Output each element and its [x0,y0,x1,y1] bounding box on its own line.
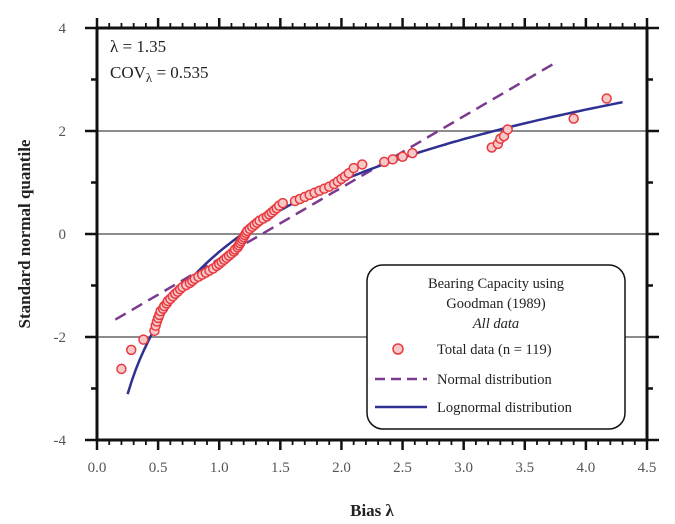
data-point [568,113,579,124]
data-point [601,93,612,104]
data-points [116,93,612,375]
x-tick-label: 3.0 [454,460,473,476]
axis-ticks [85,18,659,450]
data-point [116,363,127,375]
mean-annotation: λ = 1.35 [110,37,166,56]
x-tick-label: 2.0 [332,460,351,476]
data-point [387,154,399,165]
legend-title-1: Bearing Capacity using [428,276,564,292]
x-tick-label: 0.0 [88,460,107,476]
x-tick-label: 4.0 [577,460,596,476]
y-tick-label: -2 [54,330,67,346]
legend-title-3: All data [472,316,519,332]
x-tick-label: 1.5 [271,460,290,476]
normal-distribution-line [114,61,556,321]
lognormal-distribution-curve [126,100,623,395]
data-point [397,151,408,162]
x-tick-label: 4.5 [638,460,657,476]
x-tick-labels: 0.0 0.5 1.0 1.5 2.0 2.5 3.0 3.5 4.0 4.5 [88,460,657,476]
data-point [502,124,513,135]
legend-entry-points: Total data (n = 119) [437,342,552,358]
y-tick-label: -4 [54,433,67,449]
x-tick-label: 1.0 [210,460,229,476]
legend-marker-points [392,343,404,355]
y-axis-title: Standard normal quantile [15,139,34,328]
legend-entry-normal: Normal distribution [437,372,553,388]
x-tick-label: 3.5 [515,460,534,476]
x-tick-label: 0.5 [149,460,168,476]
data-point [348,162,359,174]
data-point [138,334,149,345]
data-point [125,344,137,356]
x-axis-title: Bias λ [350,501,394,520]
data-point [356,159,368,170]
fit-curves [114,61,623,395]
legend: Bearing Capacity using Goodman (1989) Al… [366,264,626,430]
x-tick-label: 2.5 [393,460,412,476]
legend-entry-lognormal: Lognormal distribution [437,400,573,416]
legend-box [366,264,626,430]
data-point [407,147,418,159]
data-point [378,156,390,168]
y-tick-label: 4 [59,21,67,37]
y-tick-label: 0 [59,227,67,243]
data-point [277,197,289,209]
y-tick-label: 2 [59,124,67,140]
cov-annotation: COVλ = 0.535 [110,63,209,85]
y-tick-labels: 4 2 0 -2 -4 [54,21,67,449]
legend-title-2: Goodman (1989) [446,296,546,312]
